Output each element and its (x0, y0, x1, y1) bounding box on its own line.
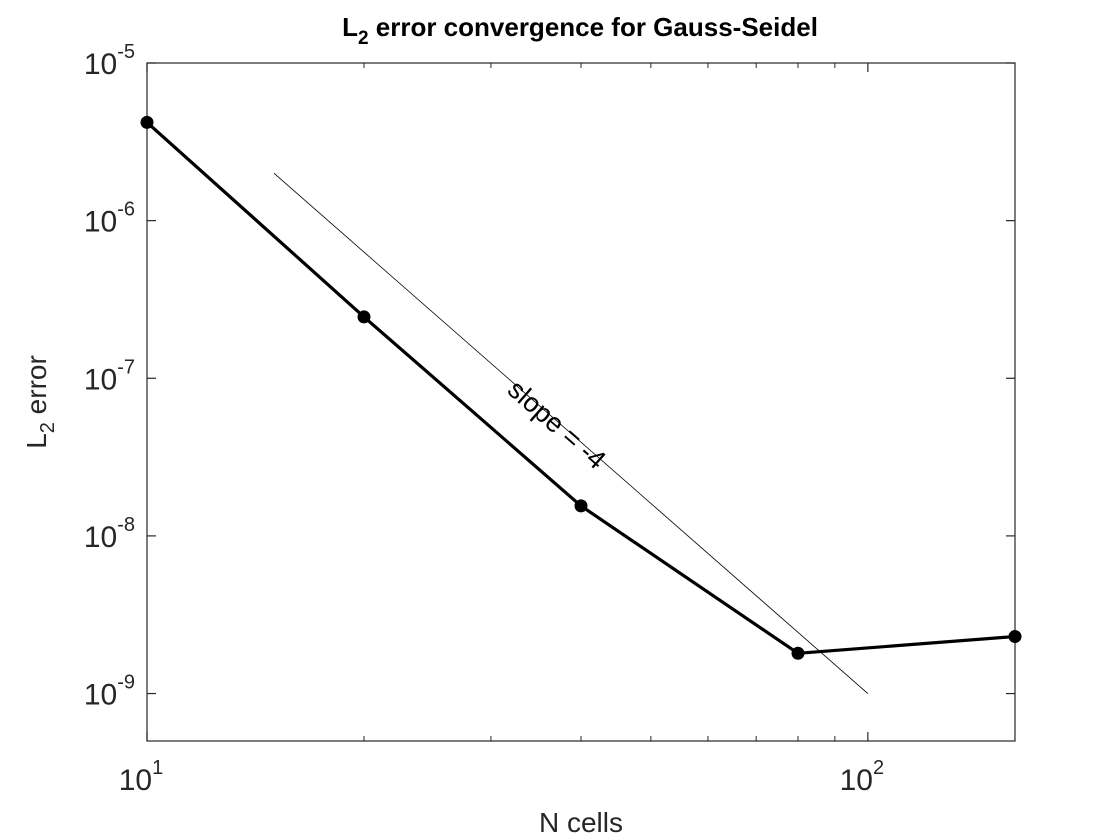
y-tick-label-exponent: -6 (117, 199, 135, 221)
y-tick-label: 10-5 (84, 41, 135, 81)
x-tick-label-base: 10 (840, 764, 873, 797)
chart-title-rest: error convergence for Gauss-Seidel (369, 12, 818, 42)
chart-title: L2 error convergence for Gauss-Seidel (342, 12, 818, 49)
y-tick-label: 10-8 (84, 514, 135, 554)
x-tick-label: 101 (119, 757, 164, 797)
x-ticks: 101 102 (119, 63, 884, 797)
y-tick-label-base: 10 (84, 48, 117, 81)
y-ticks: 10-910-810-710-610-5 (84, 41, 1015, 712)
data-point (357, 310, 371, 324)
y-axis-label-prefix: L (21, 433, 52, 449)
y-tick-label-exponent: -9 (117, 672, 135, 694)
reference-slope-line (273, 172, 869, 694)
y-tick-label-exponent: -8 (117, 514, 135, 536)
series-group (140, 115, 1022, 660)
chart-title-subscript: 2 (358, 28, 369, 49)
y-tick-label-exponent: -7 (117, 356, 135, 378)
x-tick-label-exponent: 1 (152, 757, 163, 779)
y-tick-label-base: 10 (84, 363, 117, 396)
x-tick-label: 102 (840, 757, 885, 797)
data-point (1008, 630, 1022, 644)
y-tick-label-base: 10 (84, 206, 117, 239)
y-tick-label: 10-7 (84, 356, 135, 396)
x-tick-label-base: 10 (119, 764, 152, 797)
y-tick-label: 10-9 (84, 672, 135, 712)
y-tick-label-base: 10 (84, 679, 117, 712)
y-axis-label: L2 error (21, 355, 59, 449)
data-point (574, 499, 588, 513)
plot-area (146, 62, 1016, 742)
data-point (140, 115, 154, 129)
y-tick-label-exponent: -5 (117, 41, 135, 63)
x-minor-ticks (363, 63, 836, 741)
chart-title-prefix: L (342, 12, 358, 42)
x-axis-label: N cells (539, 807, 623, 838)
data-point (791, 646, 805, 660)
x-tick-label-exponent: 2 (873, 757, 884, 779)
y-tick-label: 10-6 (84, 199, 135, 239)
y-axis-label-subscript: 2 (37, 422, 59, 433)
y-tick-label-base: 10 (84, 521, 117, 554)
y-axis-label-rest: error (21, 355, 52, 422)
